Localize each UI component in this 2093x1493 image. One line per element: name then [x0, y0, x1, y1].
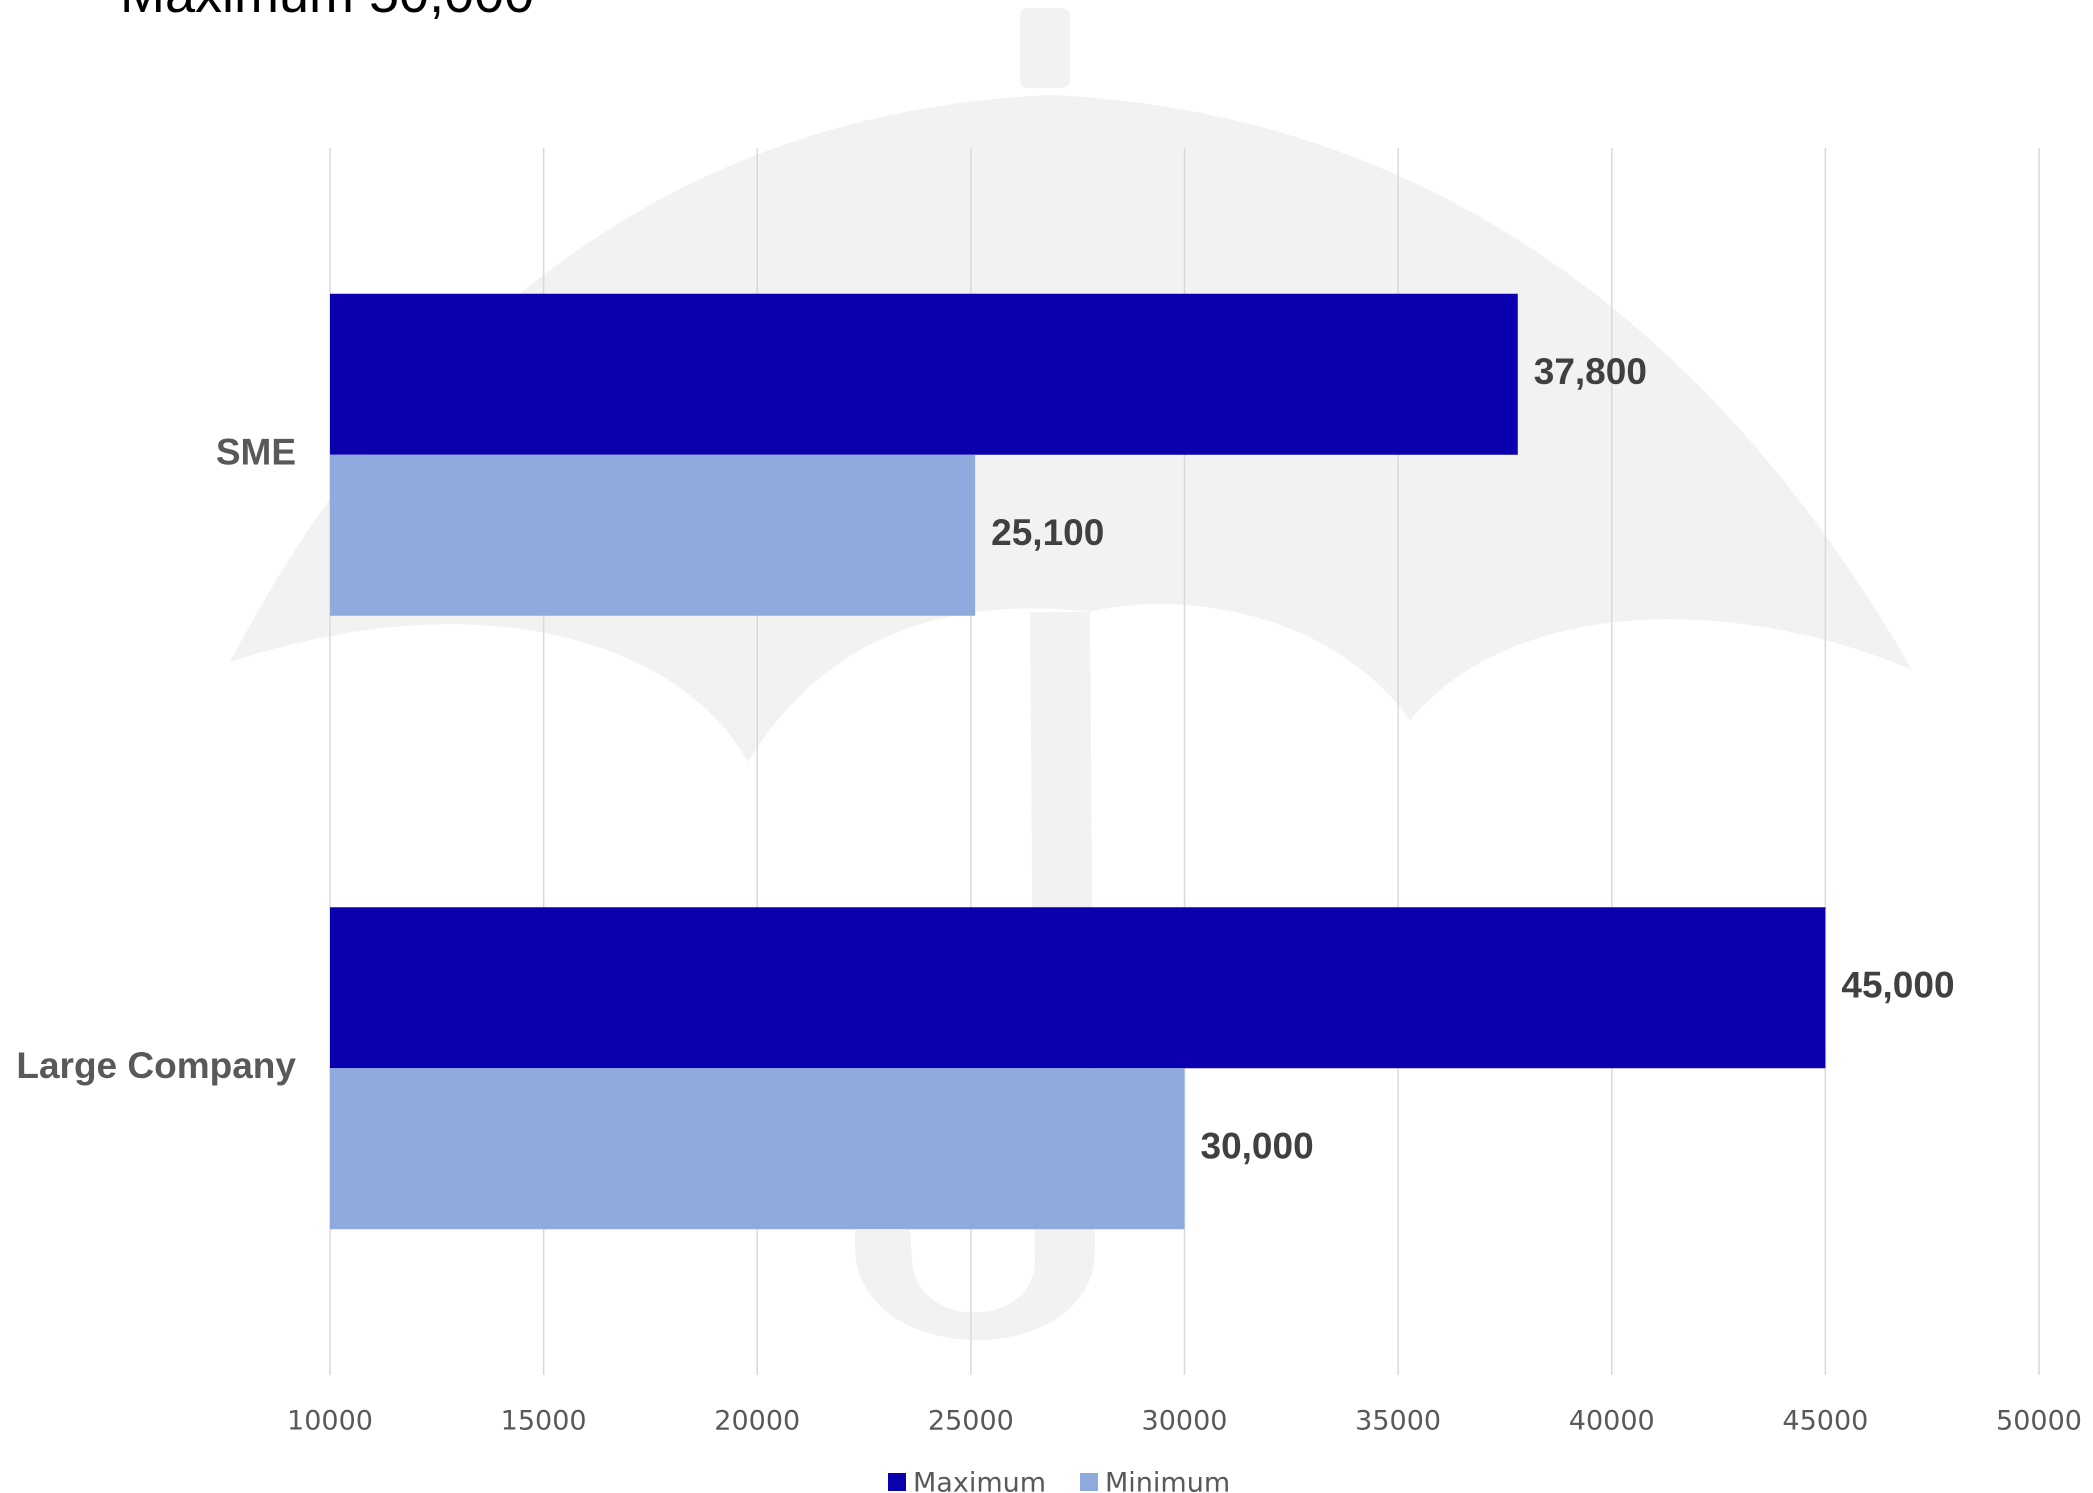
value-label: 45,000	[1841, 965, 1954, 1006]
bar	[330, 454, 976, 616]
legend-label: Minimum	[1105, 1468, 1230, 1493]
x-tick-label: 50000	[1996, 1406, 2082, 1437]
x-tick-label: 20000	[714, 1406, 800, 1437]
bar	[330, 907, 1826, 1069]
y-tick-label: Large Company	[16, 1045, 296, 1086]
y-tick-label: SME	[216, 432, 296, 473]
x-tick-label: 40000	[1569, 1406, 1655, 1437]
legend-label: Maximum	[913, 1468, 1046, 1493]
value-label: 37,800	[1534, 351, 1647, 392]
x-tick-label: 10000	[287, 1406, 373, 1437]
x-tick-label: 45000	[1782, 1406, 1868, 1437]
x-tick-label: 35000	[1355, 1406, 1441, 1437]
x-tick-label: 15000	[501, 1406, 587, 1437]
x-tick-label: 25000	[928, 1406, 1014, 1437]
bar	[330, 293, 1518, 455]
legend-swatch	[1080, 1473, 1098, 1491]
value-label: 25,100	[991, 512, 1104, 553]
value-label: 30,000	[1201, 1126, 1314, 1167]
chart-title: Maximum 50,000	[120, 0, 534, 24]
bar	[330, 1068, 1185, 1230]
legend-swatch	[888, 1473, 906, 1491]
x-tick-label: 30000	[1142, 1406, 1228, 1437]
